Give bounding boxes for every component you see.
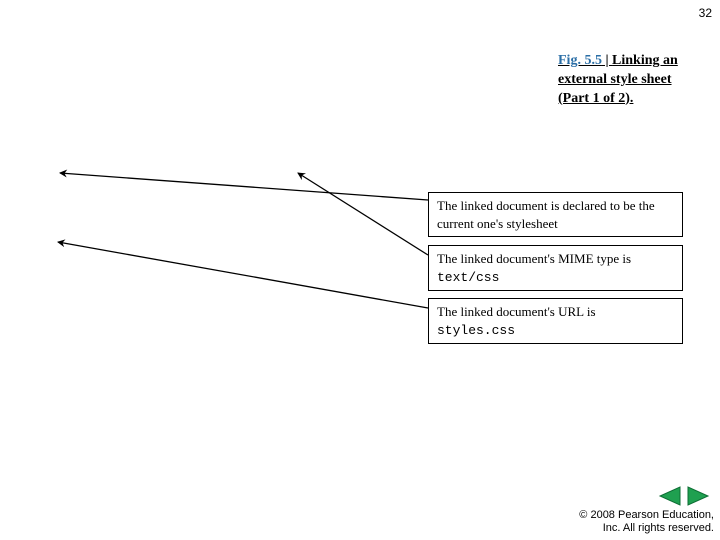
figure-sep: | bbox=[602, 53, 612, 68]
arrow-rel bbox=[60, 173, 428, 200]
figure-caption: Fig. 5.5 | Linking an external style she… bbox=[558, 52, 688, 109]
callout-code: styles.css bbox=[437, 323, 515, 338]
copyright-line1: © 2008 Pearson Education, bbox=[579, 509, 714, 521]
copyright: © 2008 Pearson Education, Inc. All right… bbox=[579, 509, 714, 537]
callout-mime-type: The linked document's MIME type is text/… bbox=[428, 245, 683, 291]
callout-text: The linked document's URL is bbox=[437, 304, 596, 319]
callout-text: The linked document's MIME type is bbox=[437, 251, 631, 266]
figure-label: Fig. 5.5 bbox=[558, 53, 602, 68]
callout-stylesheet-rel: The linked document is declared to be th… bbox=[428, 192, 683, 237]
callout-text: The linked document is declared to be th… bbox=[437, 198, 655, 231]
arrow-mime bbox=[298, 173, 428, 255]
callout-code: text/css bbox=[437, 270, 499, 285]
page-number: 32 bbox=[699, 6, 712, 20]
callout-url: The linked document's URL is styles.css bbox=[428, 298, 683, 344]
copyright-line2: Inc. All rights reserved. bbox=[603, 522, 714, 534]
arrow-url bbox=[58, 242, 428, 308]
nav-next-icon bbox=[686, 485, 710, 507]
nav-prev-icon bbox=[658, 485, 682, 507]
